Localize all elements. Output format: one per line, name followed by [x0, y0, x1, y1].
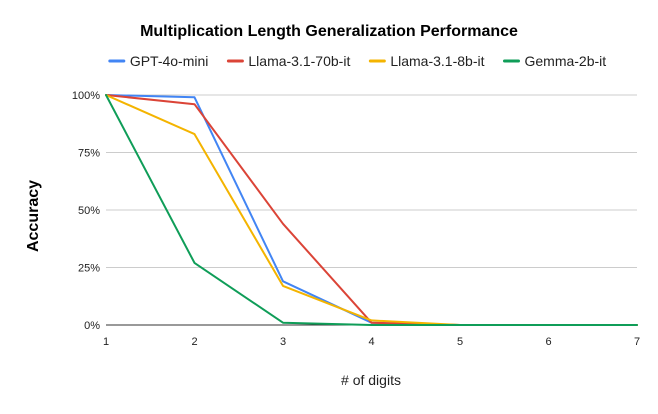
y-axis-label: Accuracy [25, 180, 42, 252]
y-tick-label: 50% [78, 205, 100, 217]
x-tick-label: 1 [103, 336, 109, 348]
legend-label: Llama-3.1-8b-it [390, 53, 484, 69]
legend-item-llama-3-1-70b-it[interactable]: Llama-3.1-70b-it [226, 53, 350, 69]
x-tick-label: 3 [280, 336, 286, 348]
legend-item-gpt-4o-mini[interactable]: GPT-4o-mini [108, 53, 209, 69]
series-line-gemma-2b-it [105, 94, 638, 326]
y-tick-label: 0% [84, 320, 100, 332]
x-axis-label: # of digits [341, 372, 401, 388]
x-tick-label: 4 [368, 336, 374, 348]
x-tick-label: 2 [191, 336, 197, 348]
legend-label: GPT-4o-mini [130, 53, 209, 69]
legend-label: Llama-3.1-70b-it [248, 53, 350, 69]
chart-title: Multiplication Length Generalization Per… [140, 23, 518, 40]
x-axis-ticks: 1 2 3 4 5 6 7 [103, 336, 640, 348]
y-axis-ticks: 0% 25% 50% 75% 100% [72, 90, 100, 332]
y-tick-label: 25% [78, 263, 100, 275]
y-tick-label: 100% [72, 90, 100, 102]
chart-legend: GPT-4o-mini Llama-3.1-70b-it Llama-3.1-8b-… [108, 53, 606, 69]
legend-item-llama-3-1-8b-it[interactable]: Llama-3.1-8b-it [368, 53, 485, 69]
x-tick-label: 6 [545, 336, 551, 348]
x-tick-label: 7 [634, 336, 640, 348]
chart-series [105, 94, 638, 326]
legend-item-gemma-2b-it[interactable]: Gemma-2b-it [502, 53, 606, 69]
y-tick-label: 75% [78, 148, 100, 160]
legend-label: Gemma-2b-it [524, 53, 606, 69]
x-tick-label: 5 [457, 336, 463, 348]
